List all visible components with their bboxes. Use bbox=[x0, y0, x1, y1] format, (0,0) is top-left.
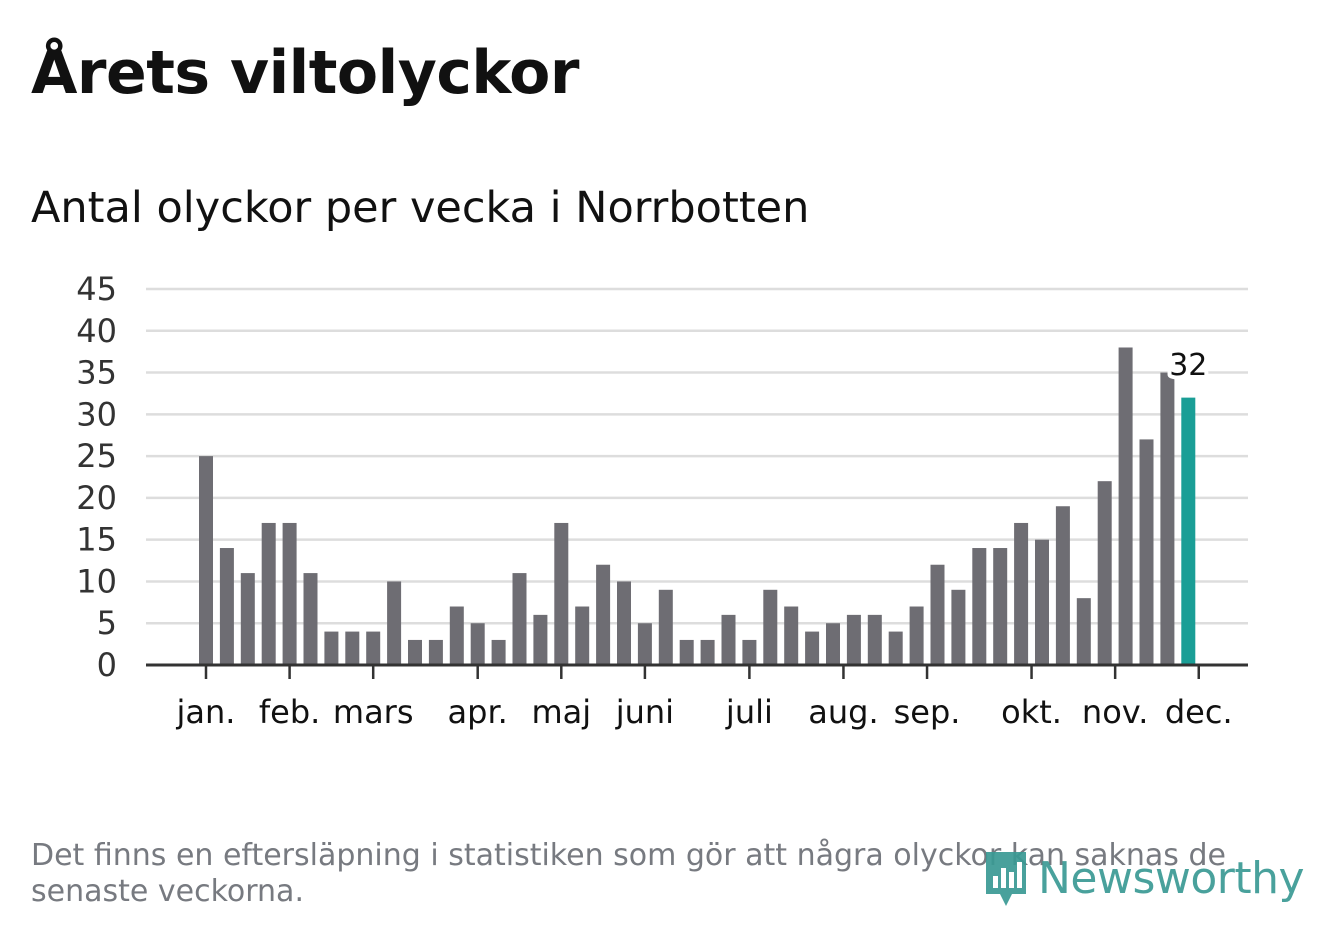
y-tick-label-5: 5 bbox=[97, 604, 117, 642]
bar-week-12 bbox=[428, 639, 443, 665]
y-tick-label-15: 15 bbox=[76, 521, 117, 559]
bar-week-33 bbox=[867, 614, 882, 665]
bar-week-18 bbox=[554, 522, 569, 665]
newsworthy-logo: Newsworthy bbox=[982, 846, 1305, 910]
bar-week-2 bbox=[219, 548, 234, 665]
y-tick-label-20: 20 bbox=[76, 479, 117, 517]
bar-week-1 bbox=[199, 456, 213, 665]
bar-week-34 bbox=[888, 631, 903, 665]
y-tick-label-45: 45 bbox=[76, 270, 117, 308]
bar-week-31 bbox=[826, 623, 840, 665]
bar-week-11 bbox=[408, 639, 422, 665]
y-tick-label-25: 25 bbox=[76, 437, 117, 475]
bar-week-37 bbox=[951, 589, 966, 665]
bar-week-3 bbox=[240, 573, 255, 665]
x-tick-label-10: nov. bbox=[1082, 693, 1148, 731]
x-tick-label-3: apr. bbox=[448, 693, 508, 731]
bar-week-44 bbox=[1097, 481, 1112, 665]
x-tick-label-2: mars bbox=[333, 693, 414, 731]
y-tick-label-30: 30 bbox=[76, 395, 117, 433]
x-tick-label-1: feb. bbox=[259, 693, 320, 731]
data-label-highlighted: 32 bbox=[1169, 348, 1207, 383]
bar-week-13 bbox=[449, 606, 464, 665]
bar-week-41 bbox=[1035, 539, 1049, 665]
newsworthy-logo-icon bbox=[986, 852, 1026, 906]
y-tick-label-10: 10 bbox=[76, 562, 117, 600]
y-tick-label-0: 0 bbox=[97, 646, 117, 684]
bar-week-38 bbox=[972, 548, 987, 665]
bar-week-45 bbox=[1118, 347, 1133, 665]
bar-week-19 bbox=[575, 606, 590, 665]
bar-week-10 bbox=[387, 581, 402, 665]
y-tick-label-35: 35 bbox=[76, 354, 117, 392]
bar-week-39 bbox=[993, 548, 1008, 665]
y-tick-label-40: 40 bbox=[76, 312, 117, 350]
bar-week-17 bbox=[533, 614, 548, 665]
bar-week-29 bbox=[784, 606, 799, 665]
bar-week-25 bbox=[700, 639, 715, 665]
gridlines bbox=[146, 287, 1248, 625]
bar-week-30 bbox=[805, 631, 820, 665]
x-tick-label-11: dec. bbox=[1165, 693, 1233, 731]
bar-week-40 bbox=[1014, 522, 1029, 665]
bar-week-24 bbox=[679, 639, 694, 665]
bar-week-46 bbox=[1139, 439, 1154, 665]
bar-week-5 bbox=[282, 522, 297, 665]
bar-week-26 bbox=[721, 614, 736, 665]
bar-week-32 bbox=[846, 614, 861, 665]
x-tick-label-7: aug. bbox=[808, 693, 878, 731]
data-labels: 32 bbox=[1165, 344, 1211, 387]
bar-week-36 bbox=[930, 564, 945, 665]
x-axis-ticks: jan. feb. mars apr. maj juni juli aug. sep. okt. n… bbox=[176, 665, 1233, 731]
bar-highlighted-week-48 bbox=[1181, 397, 1196, 665]
x-tick-label-9: okt. bbox=[1001, 693, 1062, 731]
bar-week-22 bbox=[637, 623, 652, 665]
bar-week-14 bbox=[470, 623, 485, 665]
bar-week-47 bbox=[1160, 372, 1175, 665]
x-tick-label-6: juli bbox=[725, 693, 773, 731]
newsworthy-logo-text: Newsworthy bbox=[1038, 852, 1305, 904]
chart-title: Årets viltolyckor bbox=[31, 38, 580, 108]
bar-week-42 bbox=[1055, 506, 1070, 665]
bar-week-8 bbox=[345, 631, 360, 665]
x-tick-label-0: jan. bbox=[176, 693, 236, 731]
bar-week-28 bbox=[763, 589, 778, 665]
bar-week-27 bbox=[742, 639, 757, 665]
x-tick-label-8: sep. bbox=[894, 693, 961, 731]
bar-week-20 bbox=[596, 564, 611, 665]
bar-week-7 bbox=[324, 631, 339, 665]
bars bbox=[199, 347, 1196, 665]
x-tick-label-5: juni bbox=[615, 693, 674, 731]
bar-week-21 bbox=[617, 581, 631, 665]
bar-week-23 bbox=[658, 589, 673, 665]
bar-week-43 bbox=[1076, 598, 1091, 665]
bar-week-9 bbox=[366, 631, 381, 665]
chart-subtitle: Antal olyckor per vecka i Norrbotten bbox=[31, 183, 810, 233]
bar-week-15 bbox=[491, 639, 506, 665]
footnote: Det finns en eftersläpning i statistiken… bbox=[31, 838, 1226, 909]
bar-week-16 bbox=[512, 573, 527, 665]
bar-week-6 bbox=[303, 573, 318, 665]
x-tick-label-4: maj bbox=[531, 693, 591, 731]
bar-week-35 bbox=[909, 606, 924, 665]
bar-week-4 bbox=[261, 522, 276, 665]
